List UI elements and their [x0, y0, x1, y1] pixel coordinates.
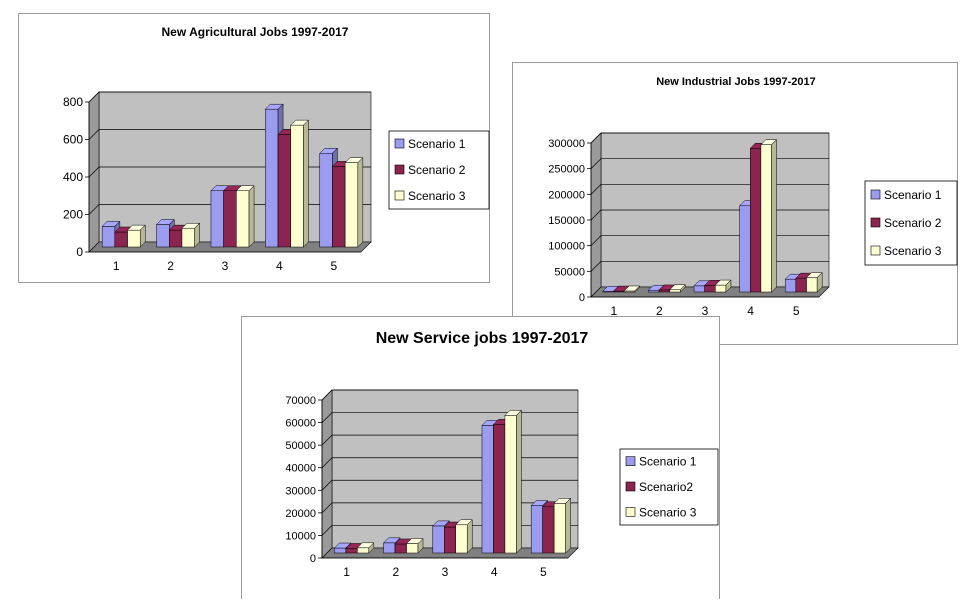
- x-tick-label: 4: [747, 304, 754, 318]
- legend-swatch: [625, 507, 636, 517]
- chart-title: New Agricultural Jobs 1997-2017: [162, 25, 349, 39]
- chart-title: New Service jobs 1997-2017: [376, 330, 589, 347]
- legend-swatch: [870, 189, 881, 200]
- y-tick-label: 250000: [548, 164, 585, 176]
- bar: [126, 224, 146, 248]
- gridline-side: [88, 91, 100, 103]
- gridline-side: [590, 209, 602, 221]
- gridline-side: [88, 129, 100, 140]
- gridline-side: [321, 389, 333, 401]
- x-tick-label: 4: [276, 259, 283, 273]
- bar: [669, 284, 686, 293]
- legend-label: Scenario 1: [408, 137, 466, 151]
- legend-swatch: [394, 138, 405, 149]
- chart-legend: Scenario 1 Scenario 2 Scenario 3: [388, 130, 490, 210]
- legend-label: Scenario 1: [639, 455, 697, 469]
- legend-label: Scenario 1: [884, 188, 942, 202]
- y-tick-label: 200000: [548, 189, 585, 201]
- y-tick-label: 300000: [548, 138, 585, 150]
- bar: [344, 157, 364, 248]
- bar: [714, 279, 732, 293]
- y-tick-label: 150000: [548, 215, 585, 227]
- y-tick-label: 20000: [285, 508, 316, 520]
- gridline-side: [590, 235, 602, 246]
- gridline-side: [321, 412, 333, 423]
- y-tick-label: 400: [63, 170, 83, 184]
- legend-swatch: [870, 245, 881, 256]
- y-tick-label: 0: [579, 292, 585, 304]
- y-tick-label: 0: [76, 245, 83, 259]
- x-tick-label: 1: [113, 259, 120, 273]
- legend-swatch: [394, 190, 405, 201]
- gridline-side: [590, 184, 602, 195]
- gridline-side: [88, 204, 100, 215]
- bar: [356, 542, 375, 554]
- bar: [553, 497, 572, 554]
- y-tick-label: 60000: [285, 418, 316, 430]
- legend-label: Scenario 2: [884, 216, 942, 230]
- x-tick-label: 5: [540, 565, 547, 579]
- x-tick-label: 3: [442, 565, 449, 579]
- bar: [623, 285, 641, 293]
- y-tick-label: 600: [63, 133, 83, 147]
- legend-swatch: [394, 164, 405, 175]
- y-tick-label: 0: [310, 553, 316, 565]
- y-tick-label: 40000: [285, 463, 316, 475]
- x-tick-label: 4: [491, 565, 498, 579]
- legend-label: Scenario2: [639, 480, 693, 494]
- chart-legend: Scenario 1 Scenario 2 Scenario 3: [864, 180, 958, 266]
- gridline-side: [321, 457, 333, 468]
- x-tick-label: 3: [702, 304, 709, 318]
- y-tick-label: 200: [63, 208, 83, 222]
- chart-title: New Industrial Jobs 1997-2017: [656, 76, 816, 88]
- gridline-side: [321, 434, 333, 446]
- legend-label: Scenario 3: [408, 189, 466, 203]
- x-tick-label: 2: [392, 565, 399, 579]
- legend-swatch: [870, 217, 881, 228]
- y-tick-label: 50000: [554, 266, 585, 278]
- x-tick-label: 2: [656, 304, 663, 318]
- industrial-jobs-chart: New Industrial Jobs 1997-2017 0 50000 10000…: [512, 62, 958, 345]
- gridline-side: [590, 158, 602, 169]
- legend-label: Scenario 2: [408, 163, 466, 177]
- chart-canvas: New Service jobs 1997-2017 0 10000 20000 300…: [285, 330, 719, 579]
- y-tick-label: 70000: [285, 395, 316, 407]
- y-tick-label: 800: [63, 95, 83, 109]
- y-tick-label: 100000: [548, 241, 585, 253]
- y-tick-label: 10000: [285, 530, 316, 542]
- legend-swatch: [625, 456, 636, 466]
- y-tick-label: 30000: [285, 485, 316, 497]
- chart-canvas: New Industrial Jobs 1997-2017 0 50000 10000…: [548, 76, 958, 318]
- legend-swatch: [625, 481, 636, 492]
- bar: [760, 139, 778, 293]
- gridline-side: [88, 166, 100, 178]
- gridline-side: [321, 525, 333, 536]
- x-tick-label: 3: [222, 259, 229, 273]
- chart-canvas: New Agricultural Jobs 1997-2017 0 200 400 60…: [63, 25, 490, 273]
- bar: [290, 119, 310, 248]
- y-tick-label: 50000: [285, 440, 316, 452]
- chart-legend: Scenario 1 Scenario2 Scenario 3: [619, 448, 719, 526]
- x-tick-label: 2: [167, 259, 174, 273]
- bar: [805, 272, 823, 293]
- service-jobs-chart: New Service jobs 1997-2017 0 10000 20000 300…: [241, 316, 720, 599]
- plot-side-wall: [321, 389, 333, 559]
- agricultural-jobs-chart: New Agricultural Jobs 1997-2017 0 200 400 60…: [18, 13, 490, 283]
- x-tick-label: 5: [793, 304, 800, 318]
- bar: [504, 409, 523, 554]
- gridline-side: [590, 132, 602, 144]
- legend-label: Scenario 3: [639, 505, 697, 519]
- gridline-side: [321, 480, 333, 491]
- gridline-side: [590, 261, 602, 272]
- bar: [235, 185, 255, 248]
- gridline-side: [321, 502, 333, 514]
- bar: [181, 222, 201, 248]
- x-tick-label: 5: [330, 259, 337, 273]
- x-tick-label: 1: [610, 304, 617, 318]
- legend-label: Scenario 3: [884, 244, 942, 258]
- bar: [455, 519, 473, 554]
- bar: [405, 537, 424, 554]
- x-tick-label: 1: [343, 565, 350, 579]
